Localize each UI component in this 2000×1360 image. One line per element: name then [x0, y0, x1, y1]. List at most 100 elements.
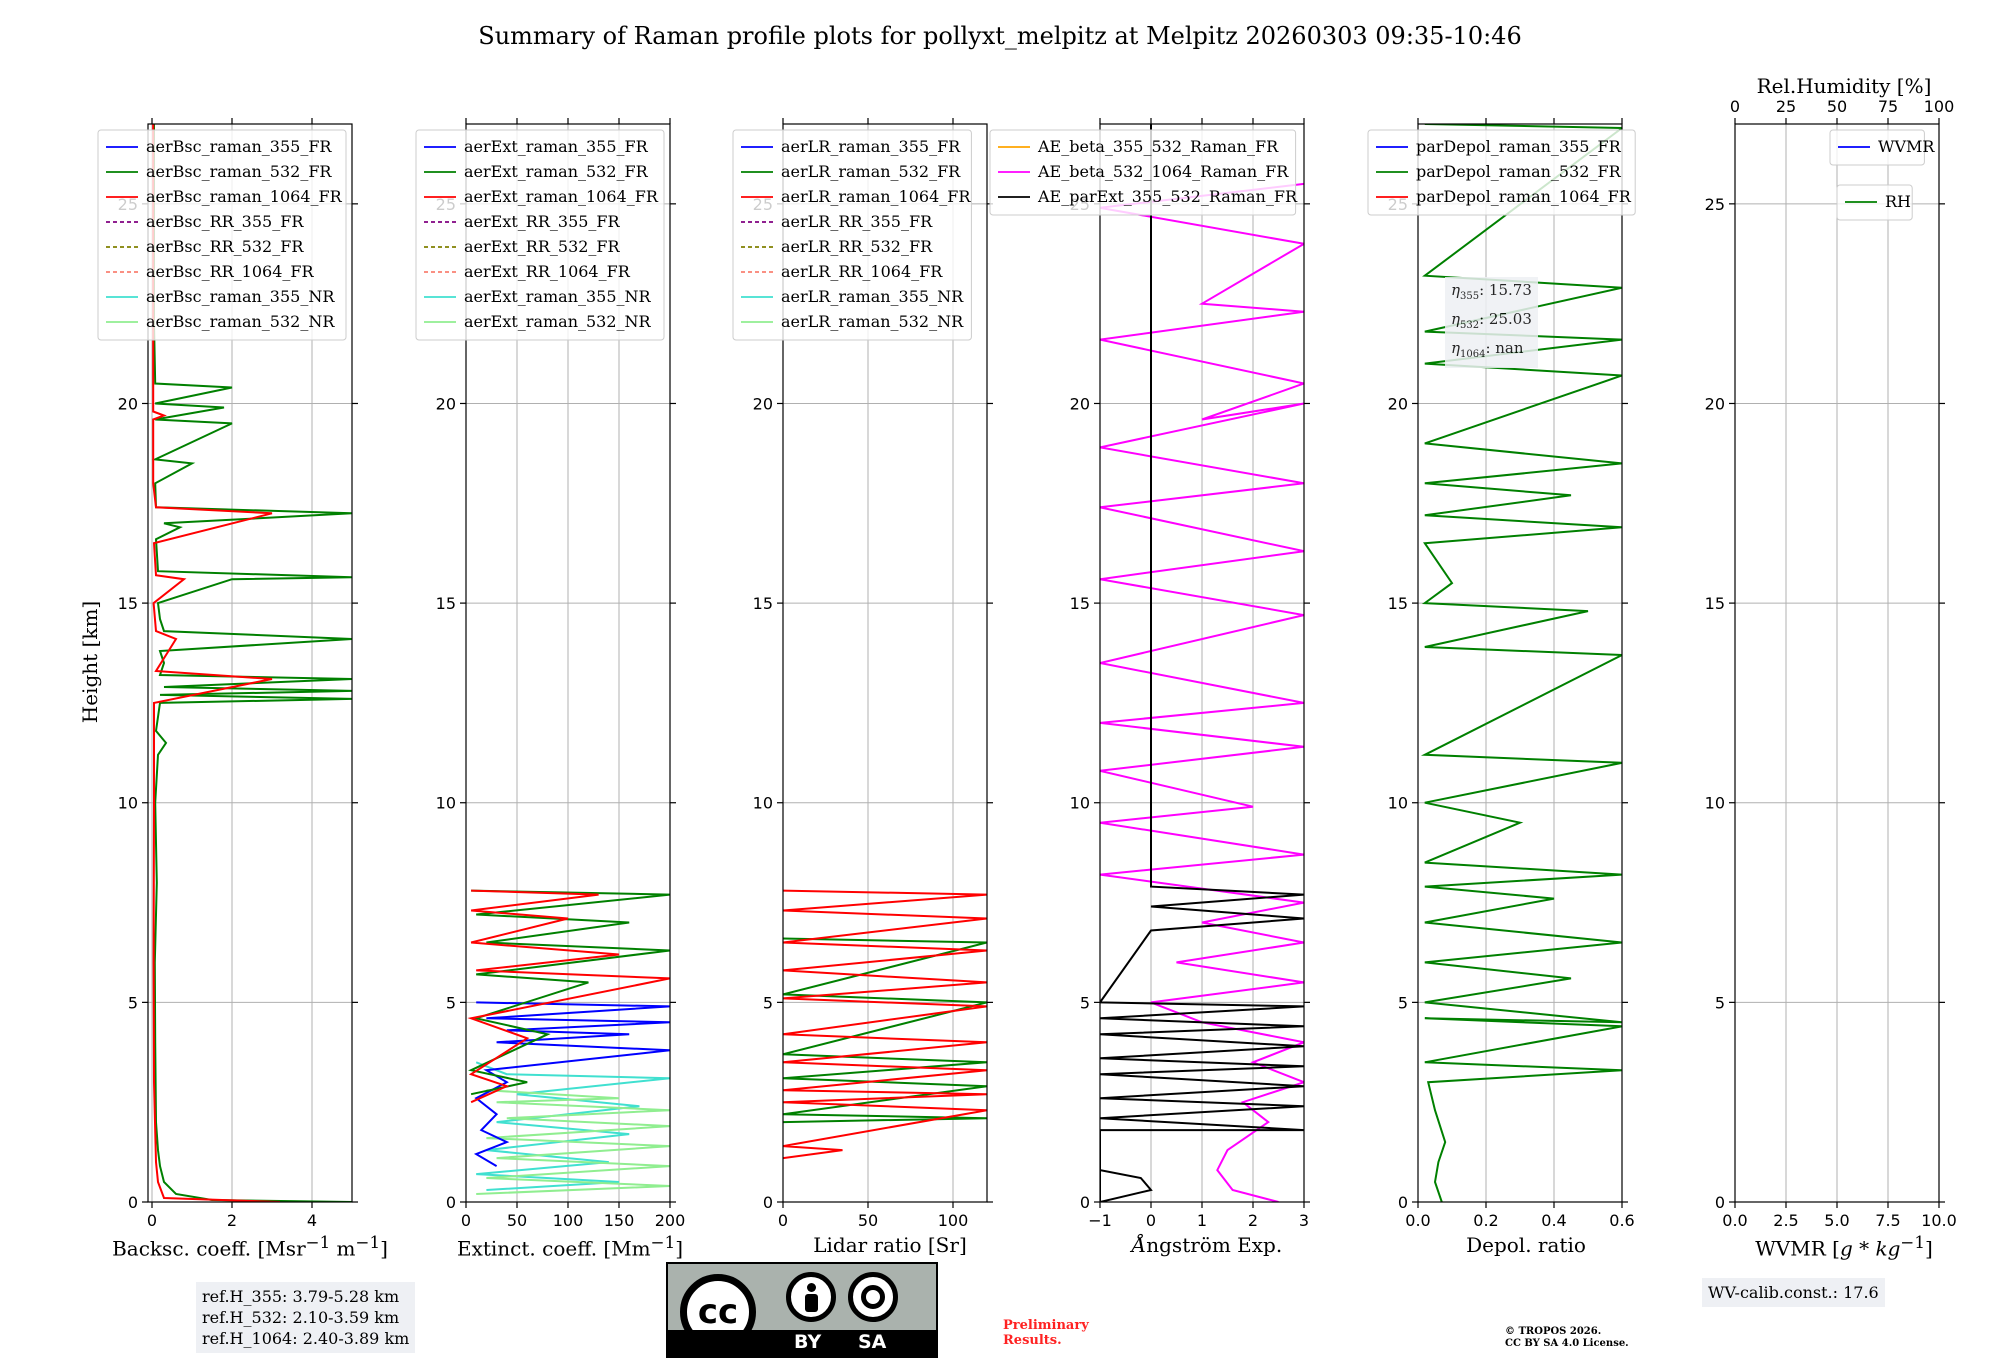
refh-532: ref.H_532: 2.10-3.59 km — [202, 1308, 400, 1327]
panel-backscatter: 0510152025024aerBsc_raman_355_FRaerBsc_r… — [97, 118, 358, 1230]
x-tick-label: 50 — [507, 1211, 527, 1230]
x-tick-label: 5.0 — [1824, 1211, 1849, 1230]
refh-355: ref.H_355: 3.79-5.28 km — [202, 1287, 400, 1306]
eta-1064: η1064: nan — [1451, 339, 1524, 360]
x-tick-label: 0.2 — [1473, 1211, 1498, 1230]
rh-tick-label: 25 — [1776, 97, 1796, 116]
y-tick-label: 10 — [118, 794, 138, 813]
x-tick-label: 0 — [1146, 1211, 1156, 1230]
plot-frame — [147, 123, 353, 1203]
y-tick-label: 5 — [1398, 993, 1408, 1012]
x-tick-label: 1 — [1197, 1211, 1207, 1230]
series-aerExt_raman_355_NR — [475, 1061, 670, 1191]
legend-wvmr — [1829, 129, 1925, 166]
y-tick-label: 0 — [128, 1193, 138, 1212]
y-tick-label: 15 — [436, 594, 456, 613]
figure-title: Summary of Raman profile plots for polly… — [478, 22, 1522, 50]
eta-532: η532: 25.03 — [1451, 310, 1532, 331]
legend-entry: AE_beta_355_532_Raman_FR — [1037, 137, 1279, 156]
series-aerExt_raman_355_FR — [473, 1001, 670, 1167]
attribution-icon — [786, 1272, 836, 1322]
legend-entry: RH — [1885, 192, 1911, 211]
legend-entry: aerBsc_raman_532_NR — [146, 312, 335, 331]
legend-entry: aerBsc_RR_355_FR — [146, 212, 304, 231]
series-aerLR_raman_1064_FR — [783, 889, 987, 1160]
rh-tick-label: 0 — [1730, 97, 1740, 116]
x-tick-label: 7.5 — [1875, 1211, 1900, 1230]
series-parDepol_raman_532_FR — [1420, 124, 1622, 1202]
legend-entry: aerBsc_raman_355_NR — [146, 287, 335, 306]
legend-entry: aerBsc_RR_532_FR — [146, 237, 304, 256]
legend-entry: aerExt_raman_355_NR — [464, 287, 652, 306]
preliminary-note: Preliminary Results. — [1003, 1318, 1089, 1348]
series-aerBsc_raman_532_FR — [151, 124, 352, 1202]
y-tick-label: 20 — [118, 394, 138, 413]
wv-calibration-box: WV-calib.const.: 17.6 — [1702, 1278, 1885, 1307]
y-tick-label: 10 — [753, 794, 773, 813]
x-tick-label: 150 — [604, 1211, 635, 1230]
series-AE_beta_532_1064_Raman_FR — [1100, 182, 1304, 1202]
series-aerBsc_raman_1064_FR — [152, 124, 281, 1202]
y-tick-label: 5 — [128, 993, 138, 1012]
panel-extinction: 0510152025050100150200aerExt_raman_355_F… — [415, 118, 686, 1230]
x-tick-label: 0 — [147, 1211, 157, 1230]
y-tick-label: 10 — [1070, 794, 1090, 813]
x-tick-label: 3 — [1299, 1211, 1309, 1230]
x-tick-label: 2 — [1248, 1211, 1258, 1230]
y-tick-label: 20 — [1705, 394, 1725, 413]
legend-angstrom — [989, 129, 1297, 216]
y-tick-label: 15 — [1388, 594, 1408, 613]
cc-license-logo: cc BY SA — [666, 1262, 938, 1358]
x-tick-label: 0.4 — [1541, 1211, 1566, 1230]
legend-entry: aerExt_raman_1064_FR — [464, 187, 659, 206]
cc-by-text: BY — [794, 1331, 822, 1353]
series-AE_parExt_355_532_Raman_FR — [1100, 124, 1304, 1202]
x-tick-label: 200 — [655, 1211, 686, 1230]
xlabel-backscatter: Backsc. coeff. [Msr−1 m−1] — [112, 1233, 388, 1261]
legend-entry: aerLR_raman_355_NR — [781, 287, 964, 306]
x-tick-label: 2 — [227, 1211, 237, 1230]
y-tick-label: 0 — [1715, 1193, 1725, 1212]
legend-entry: aerLR_raman_1064_FR — [781, 187, 971, 206]
legend-entry: aerLR_raman_532_NR — [781, 312, 964, 331]
legend-entry: aerExt_raman_355_FR — [464, 137, 649, 156]
legend-entry: parDepol_raman_532_FR — [1416, 162, 1622, 181]
legend-entry: aerBsc_raman_532_FR — [146, 162, 332, 181]
legend-entry: aerBsc_raman_355_FR — [146, 137, 332, 156]
x-tick-label: 10.0 — [1921, 1211, 1957, 1230]
legend-entry: aerLR_raman_532_FR — [781, 162, 961, 181]
xlabel-extinction: Extinct. coeff. [Mm−1] — [456, 1233, 684, 1261]
panel-angstrom: 0510152025−10123AE_beta_355_532_Raman_FR… — [989, 118, 1310, 1230]
legend-entry: aerBsc_raman_1064_FR — [146, 187, 343, 206]
x-tick-label: 2.5 — [1773, 1211, 1798, 1230]
y-tick-label: 20 — [436, 394, 456, 413]
legend-entry: parDepol_raman_1064_FR — [1416, 187, 1632, 206]
reference-height-box: ref.H_355: 3.79-5.28 km ref.H_532: 2.10-… — [196, 1282, 416, 1353]
x-tick-label: 0.0 — [1722, 1211, 1747, 1230]
legend-entry: WVMR — [1878, 137, 1935, 156]
rh-axis-label: Rel.Humidity [%] — [1756, 74, 1932, 98]
y-tick-label: 10 — [436, 794, 456, 813]
y-tick-label: 0 — [1398, 1193, 1408, 1212]
y-tick-label: 20 — [753, 394, 773, 413]
legend-extinction — [415, 129, 665, 341]
legend-entry: aerExt_raman_532_FR — [464, 162, 649, 181]
legend-backscatter — [97, 129, 347, 341]
xlabel-depol: Depol. ratio — [1466, 1233, 1586, 1257]
x-tick-label: 4 — [307, 1211, 317, 1230]
eta-annotation: η355: 15.73 η532: 25.03 η1064: nan — [1445, 277, 1538, 368]
y-tick-label: 15 — [1705, 594, 1725, 613]
series-aerExt_raman_532_FR — [467, 889, 670, 1096]
y-tick-label: 0 — [763, 1193, 773, 1212]
legend-entry: parDepol_raman_355_FR — [1416, 137, 1622, 156]
series-aerExt_raman_1064_FR — [467, 889, 670, 1104]
x-tick-label: 100 — [553, 1211, 584, 1230]
legend-entry: aerExt_RR_532_FR — [464, 237, 621, 256]
rh-tick-label: 75 — [1878, 97, 1898, 116]
series-aerExt_raman_532_NR — [476, 1089, 670, 1195]
x-tick-label: 0 — [778, 1211, 788, 1230]
x-tick-label: 50 — [858, 1211, 878, 1230]
rh-tick-label: 100 — [1924, 97, 1955, 116]
share-alike-icon — [848, 1272, 898, 1322]
